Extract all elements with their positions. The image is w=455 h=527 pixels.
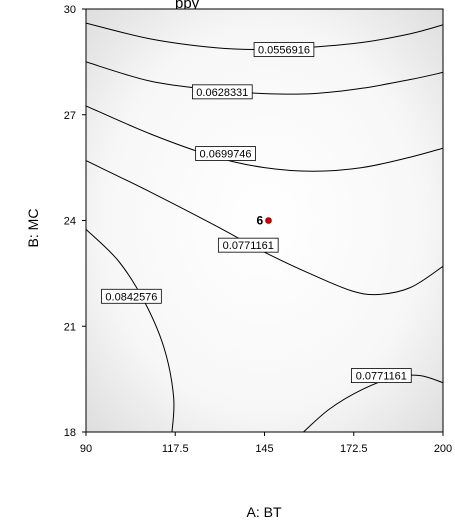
x-axis-title: A: BT [246,504,281,520]
x-tick-label: 172.5 [340,443,368,455]
design-point-label: 6 [257,214,264,228]
contour-label-2: 0.0699746 [196,147,256,161]
svg-text:0.0842576: 0.0842576 [105,291,157,303]
y-axis-title: B: MC [25,209,41,248]
y-tick-label: 27 [64,110,76,122]
x-tick-label: 90 [80,443,92,455]
y-tick-label: 30 [64,4,76,16]
svg-text:0.0556916: 0.0556916 [258,45,310,57]
y-tick-label: 24 [64,216,76,228]
y-axis-ticks: 18 21 24 27 30 [64,4,86,439]
contour-label-1: 0.0628331 [192,85,252,99]
x-tick-label: 117.5 [162,443,189,455]
contour-label-5: 0.0771161 [351,369,411,383]
svg-text:0.0628331: 0.0628331 [196,87,248,99]
svg-text:0.0699746: 0.0699746 [200,149,252,161]
contour-label-4: 0.0842576 [102,289,162,303]
svg-text:0.0771161: 0.0771161 [356,371,407,383]
y-tick-label: 18 [64,427,76,439]
contour-label-0: 0.0556916 [254,43,314,57]
x-tick-label: 145 [255,443,273,455]
x-axis-ticks: 90 117.5 145 172.5 200 [80,432,452,455]
svg-text:0.0771161: 0.0771161 [223,240,274,252]
x-tick-label: 200 [434,443,452,455]
design-point-marker [266,218,272,224]
y-tick-label: 21 [64,321,76,333]
contour-label-3: 0.0771161 [218,238,278,252]
